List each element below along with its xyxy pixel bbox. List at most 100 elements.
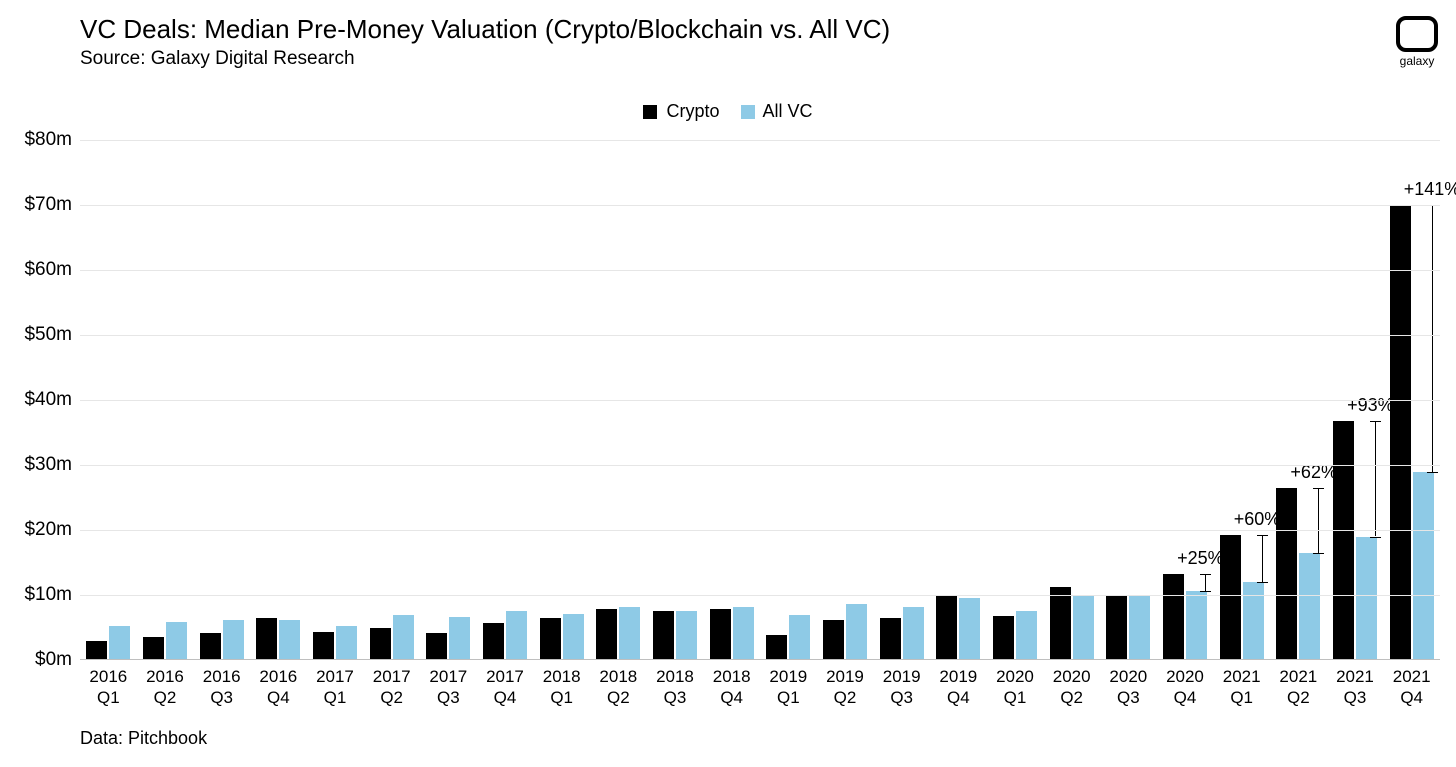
chart-container: VC Deals: Median Pre-Money Valuation (Cr… bbox=[0, 0, 1456, 767]
legend-swatch-allvc bbox=[741, 105, 755, 119]
bar-allvc bbox=[676, 611, 697, 660]
bar-crypto bbox=[370, 628, 391, 661]
bar-crypto bbox=[880, 618, 901, 660]
gridline bbox=[80, 270, 1440, 271]
gridline bbox=[80, 140, 1440, 141]
annotation-cap bbox=[1370, 421, 1381, 422]
bar-allvc bbox=[1413, 472, 1434, 661]
bar-crypto bbox=[256, 618, 277, 660]
annotation-line bbox=[1205, 574, 1206, 591]
annotation-line bbox=[1262, 535, 1263, 582]
bar-allvc bbox=[506, 611, 527, 660]
x-axis-label: 2019 Q3 bbox=[873, 666, 930, 709]
bar-allvc bbox=[109, 626, 130, 660]
x-axis-baseline bbox=[80, 659, 1440, 660]
y-axis-label: $70m bbox=[24, 194, 72, 216]
galaxy-logo-icon bbox=[1396, 16, 1438, 52]
annotation-label: +60% bbox=[1234, 509, 1281, 530]
x-axis-label: 2020 Q4 bbox=[1157, 666, 1214, 709]
bar-allvc bbox=[733, 607, 754, 660]
chart-title: VC Deals: Median Pre-Money Valuation (Cr… bbox=[80, 14, 890, 45]
gridline bbox=[80, 205, 1440, 206]
bar-allvc bbox=[393, 615, 414, 661]
gridline bbox=[80, 595, 1440, 596]
x-axis-label: 2017 Q4 bbox=[477, 666, 534, 709]
x-axis-label: 2018 Q4 bbox=[703, 666, 760, 709]
bar-crypto bbox=[766, 635, 787, 660]
x-axis-label: 2018 Q1 bbox=[533, 666, 590, 709]
bar-crypto bbox=[313, 632, 334, 660]
bar-crypto bbox=[1050, 587, 1071, 660]
x-axis-label: 2020 Q1 bbox=[987, 666, 1044, 709]
bar-allvc bbox=[1129, 595, 1150, 660]
x-axis-label: 2018 Q3 bbox=[647, 666, 704, 709]
legend: Crypto All VC bbox=[0, 100, 1456, 122]
y-axis-label: $10m bbox=[24, 584, 72, 606]
annotation-cap bbox=[1200, 591, 1211, 592]
x-axis-label: 2019 Q4 bbox=[930, 666, 987, 709]
x-axis-label: 2019 Q2 bbox=[817, 666, 874, 709]
annotation-cap bbox=[1200, 574, 1211, 575]
bar-allvc bbox=[1356, 537, 1377, 661]
y-axis-label: $30m bbox=[24, 454, 72, 476]
bar-allvc bbox=[166, 622, 187, 660]
brand-logo-text: galaxy bbox=[1396, 54, 1438, 68]
bar-crypto bbox=[143, 637, 164, 660]
bar-allvc bbox=[619, 607, 640, 660]
bar-allvc bbox=[449, 617, 470, 660]
annotation-cap bbox=[1427, 472, 1438, 473]
bar-crypto bbox=[653, 611, 674, 660]
bar-crypto bbox=[1390, 205, 1411, 660]
bar-allvc bbox=[1186, 591, 1207, 660]
bar-crypto bbox=[993, 616, 1014, 660]
gridline bbox=[80, 530, 1440, 531]
annotation-label: +25% bbox=[1177, 548, 1224, 569]
y-axis-label: $20m bbox=[24, 519, 72, 541]
y-axis-label: $0m bbox=[35, 649, 72, 671]
gridline bbox=[80, 335, 1440, 336]
bar-crypto bbox=[426, 633, 447, 660]
y-axis-label: $60m bbox=[24, 259, 72, 281]
annotation-cap bbox=[1313, 488, 1324, 489]
x-axis-label: 2016 Q3 bbox=[193, 666, 250, 709]
bar-allvc bbox=[846, 604, 867, 660]
x-axis-label: 2020 Q3 bbox=[1100, 666, 1157, 709]
x-axis-label: 2021 Q4 bbox=[1383, 666, 1440, 709]
bar-allvc bbox=[279, 620, 300, 660]
annotation-cap bbox=[1313, 553, 1324, 554]
annotation-line bbox=[1318, 488, 1319, 554]
annotation-label: +93% bbox=[1347, 395, 1394, 416]
gridline bbox=[80, 465, 1440, 466]
x-axis-label: 2016 Q4 bbox=[250, 666, 307, 709]
bar-crypto bbox=[86, 641, 107, 661]
x-axis-label: 2018 Q2 bbox=[590, 666, 647, 709]
bar-crypto bbox=[200, 633, 221, 660]
annotation-line bbox=[1375, 421, 1376, 536]
x-axis-label: 2016 Q1 bbox=[80, 666, 137, 709]
legend-item-crypto: Crypto bbox=[643, 101, 719, 122]
y-axis-label: $50m bbox=[24, 324, 72, 346]
bar-allvc bbox=[789, 615, 810, 661]
bar-crypto bbox=[540, 618, 561, 660]
bar-allvc bbox=[223, 620, 244, 660]
y-axis-label: $80m bbox=[24, 129, 72, 151]
bar-crypto bbox=[1163, 574, 1184, 660]
brand-logo: galaxy bbox=[1396, 16, 1438, 68]
x-axis-label: 2019 Q1 bbox=[760, 666, 817, 709]
bar-allvc bbox=[1243, 582, 1264, 660]
chart-footer: Data: Pitchbook bbox=[80, 728, 207, 749]
x-axis-label: 2021 Q1 bbox=[1213, 666, 1270, 709]
annotation-cap bbox=[1257, 582, 1268, 583]
y-axis-label: $40m bbox=[24, 389, 72, 411]
bar-allvc bbox=[1299, 553, 1320, 660]
bar-allvc bbox=[336, 626, 357, 660]
plot-area: 2016 Q12016 Q22016 Q32016 Q42017 Q12017 … bbox=[80, 140, 1440, 660]
bar-crypto bbox=[1333, 421, 1354, 660]
annotation-cap bbox=[1257, 535, 1268, 536]
bar-crypto bbox=[710, 609, 731, 660]
chart-subtitle: Source: Galaxy Digital Research bbox=[80, 48, 355, 70]
x-axis-label: 2017 Q1 bbox=[307, 666, 364, 709]
bar-allvc bbox=[903, 607, 924, 660]
x-axis-label: 2020 Q2 bbox=[1043, 666, 1100, 709]
bar-crypto bbox=[483, 623, 504, 660]
